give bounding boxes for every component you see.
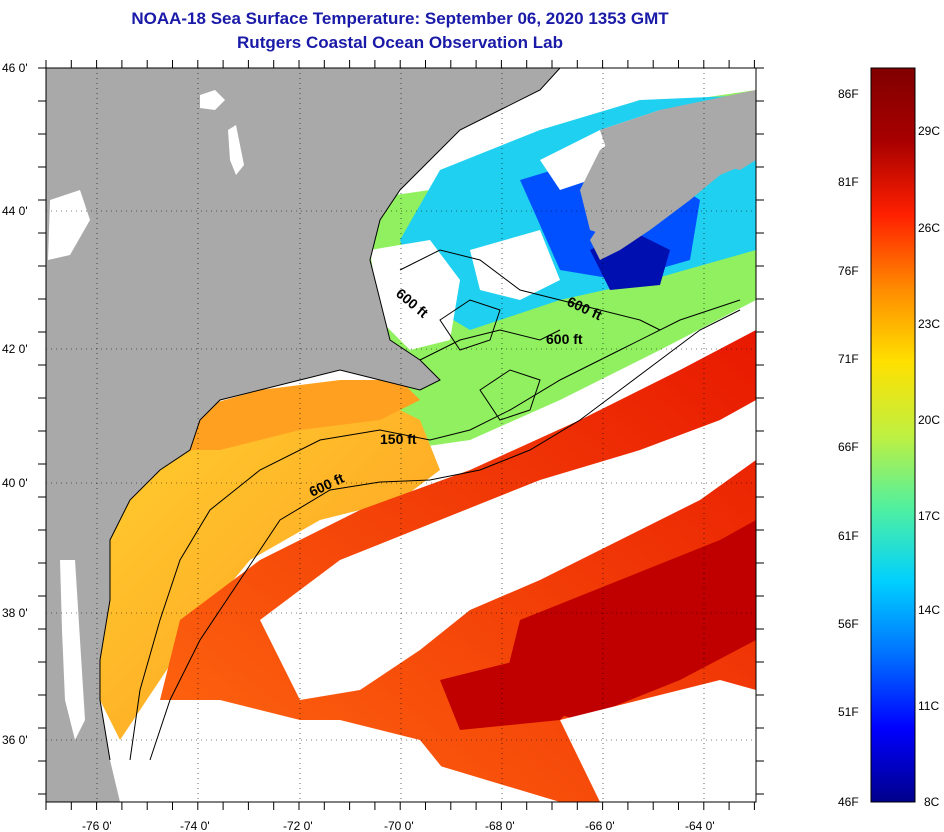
lon-tick-label: -76 0'	[82, 819, 112, 832]
colorbar-f-label: 56F	[838, 617, 859, 631]
cloud-cover	[370, 240, 460, 350]
lake-ontario-water	[48, 190, 90, 260]
lon-tick-label: -72 0'	[283, 819, 313, 832]
colorbar-f-label: 76F	[838, 264, 859, 278]
lat-tick-label: 46 0'	[2, 61, 28, 75]
longitude-axis: -76 0' -74 0' -72 0' -70 0' -68 0' -66 0…	[82, 819, 715, 832]
long-island-sound-water	[180, 380, 420, 450]
contour-label: 150 ft	[380, 431, 417, 447]
colorbar-f-label: 86F	[838, 87, 859, 101]
colorbar-f-label: 61F	[838, 529, 859, 543]
colorbar-celsius-labels: 29C 26C 23C 20C 17C 14C 11C 8C	[918, 124, 940, 809]
colorbar-fahrenheit-labels: 86F 81F 76F 71F 66F 61F 56F 51F 46F	[838, 87, 859, 809]
lat-tick-label: 44 0'	[2, 204, 28, 218]
nova-scotia-land	[590, 90, 756, 260]
cloud-cover	[470, 230, 560, 300]
grid-lines	[46, 68, 756, 802]
lon-tick-label: -66 0'	[585, 819, 615, 832]
colorbar-c-label: 23C	[918, 317, 940, 331]
gulf-of-maine-contours	[399, 249, 661, 421]
lake	[228, 125, 244, 175]
lat-tick-label: 36 0'	[2, 733, 28, 747]
lat-tick-label: 40 0'	[2, 476, 28, 490]
colorbar-c-label: 8C	[924, 795, 940, 809]
colorbar-c-label: 17C	[918, 509, 940, 523]
isobath-600ft-line	[149, 309, 741, 761]
chesapeake-bay-water	[60, 560, 85, 740]
lat-tick-label: 38 0'	[2, 606, 28, 620]
colorbar-c-label: 20C	[918, 413, 940, 427]
hot-water-region	[440, 660, 600, 730]
temperature-colorbar: 86F 81F 76F 71F 66F 61F 56F 51F 46F 29C …	[838, 67, 940, 809]
lon-tick-label: -68 0'	[485, 819, 515, 832]
cloud-cover	[120, 720, 470, 802]
lat-tick-label: 42 0'	[2, 342, 28, 356]
colorbar-c-label: 14C	[918, 603, 940, 617]
map-subtitle: Rutgers Coastal Ocean Observation Lab	[237, 33, 563, 52]
map-plot-area: 600 ft 600 ft 600 ft 150 ft 600 ft	[46, 68, 756, 802]
lon-tick-label: -64 0'	[685, 819, 715, 832]
axis-ticks	[38, 60, 764, 810]
coastline	[99, 68, 561, 761]
colorbar-c-label: 26C	[918, 221, 940, 235]
land-mass	[46, 68, 756, 802]
lon-tick-label: -70 0'	[384, 819, 414, 832]
lake	[200, 90, 225, 110]
lon-tick-label: -74 0'	[180, 819, 210, 832]
colorbar-f-label: 51F	[838, 705, 859, 719]
isobath-150ft-line	[129, 299, 741, 761]
latitude-axis: 46 0' 44 0' 42 0' 40 0' 38 0' 36 0'	[2, 61, 28, 747]
colorbar-f-label: 71F	[838, 352, 859, 366]
colorbar-c-label: 29C	[918, 124, 940, 138]
colorbar-f-label: 46F	[838, 795, 859, 809]
contour-label: 600 ft	[546, 331, 583, 347]
colorbar-c-label: 11C	[918, 699, 939, 713]
map-title: NOAA-18 Sea Surface Temperature: Septemb…	[131, 9, 669, 28]
colorbar-f-label: 66F	[838, 440, 859, 454]
colorbar-f-label: 81F	[838, 175, 859, 189]
colorbar-gradient	[870, 67, 916, 803]
cloud-cover	[260, 400, 756, 700]
plot-frame	[45, 67, 757, 803]
cloud-cover	[560, 680, 756, 802]
hottest-water-region	[500, 520, 756, 720]
